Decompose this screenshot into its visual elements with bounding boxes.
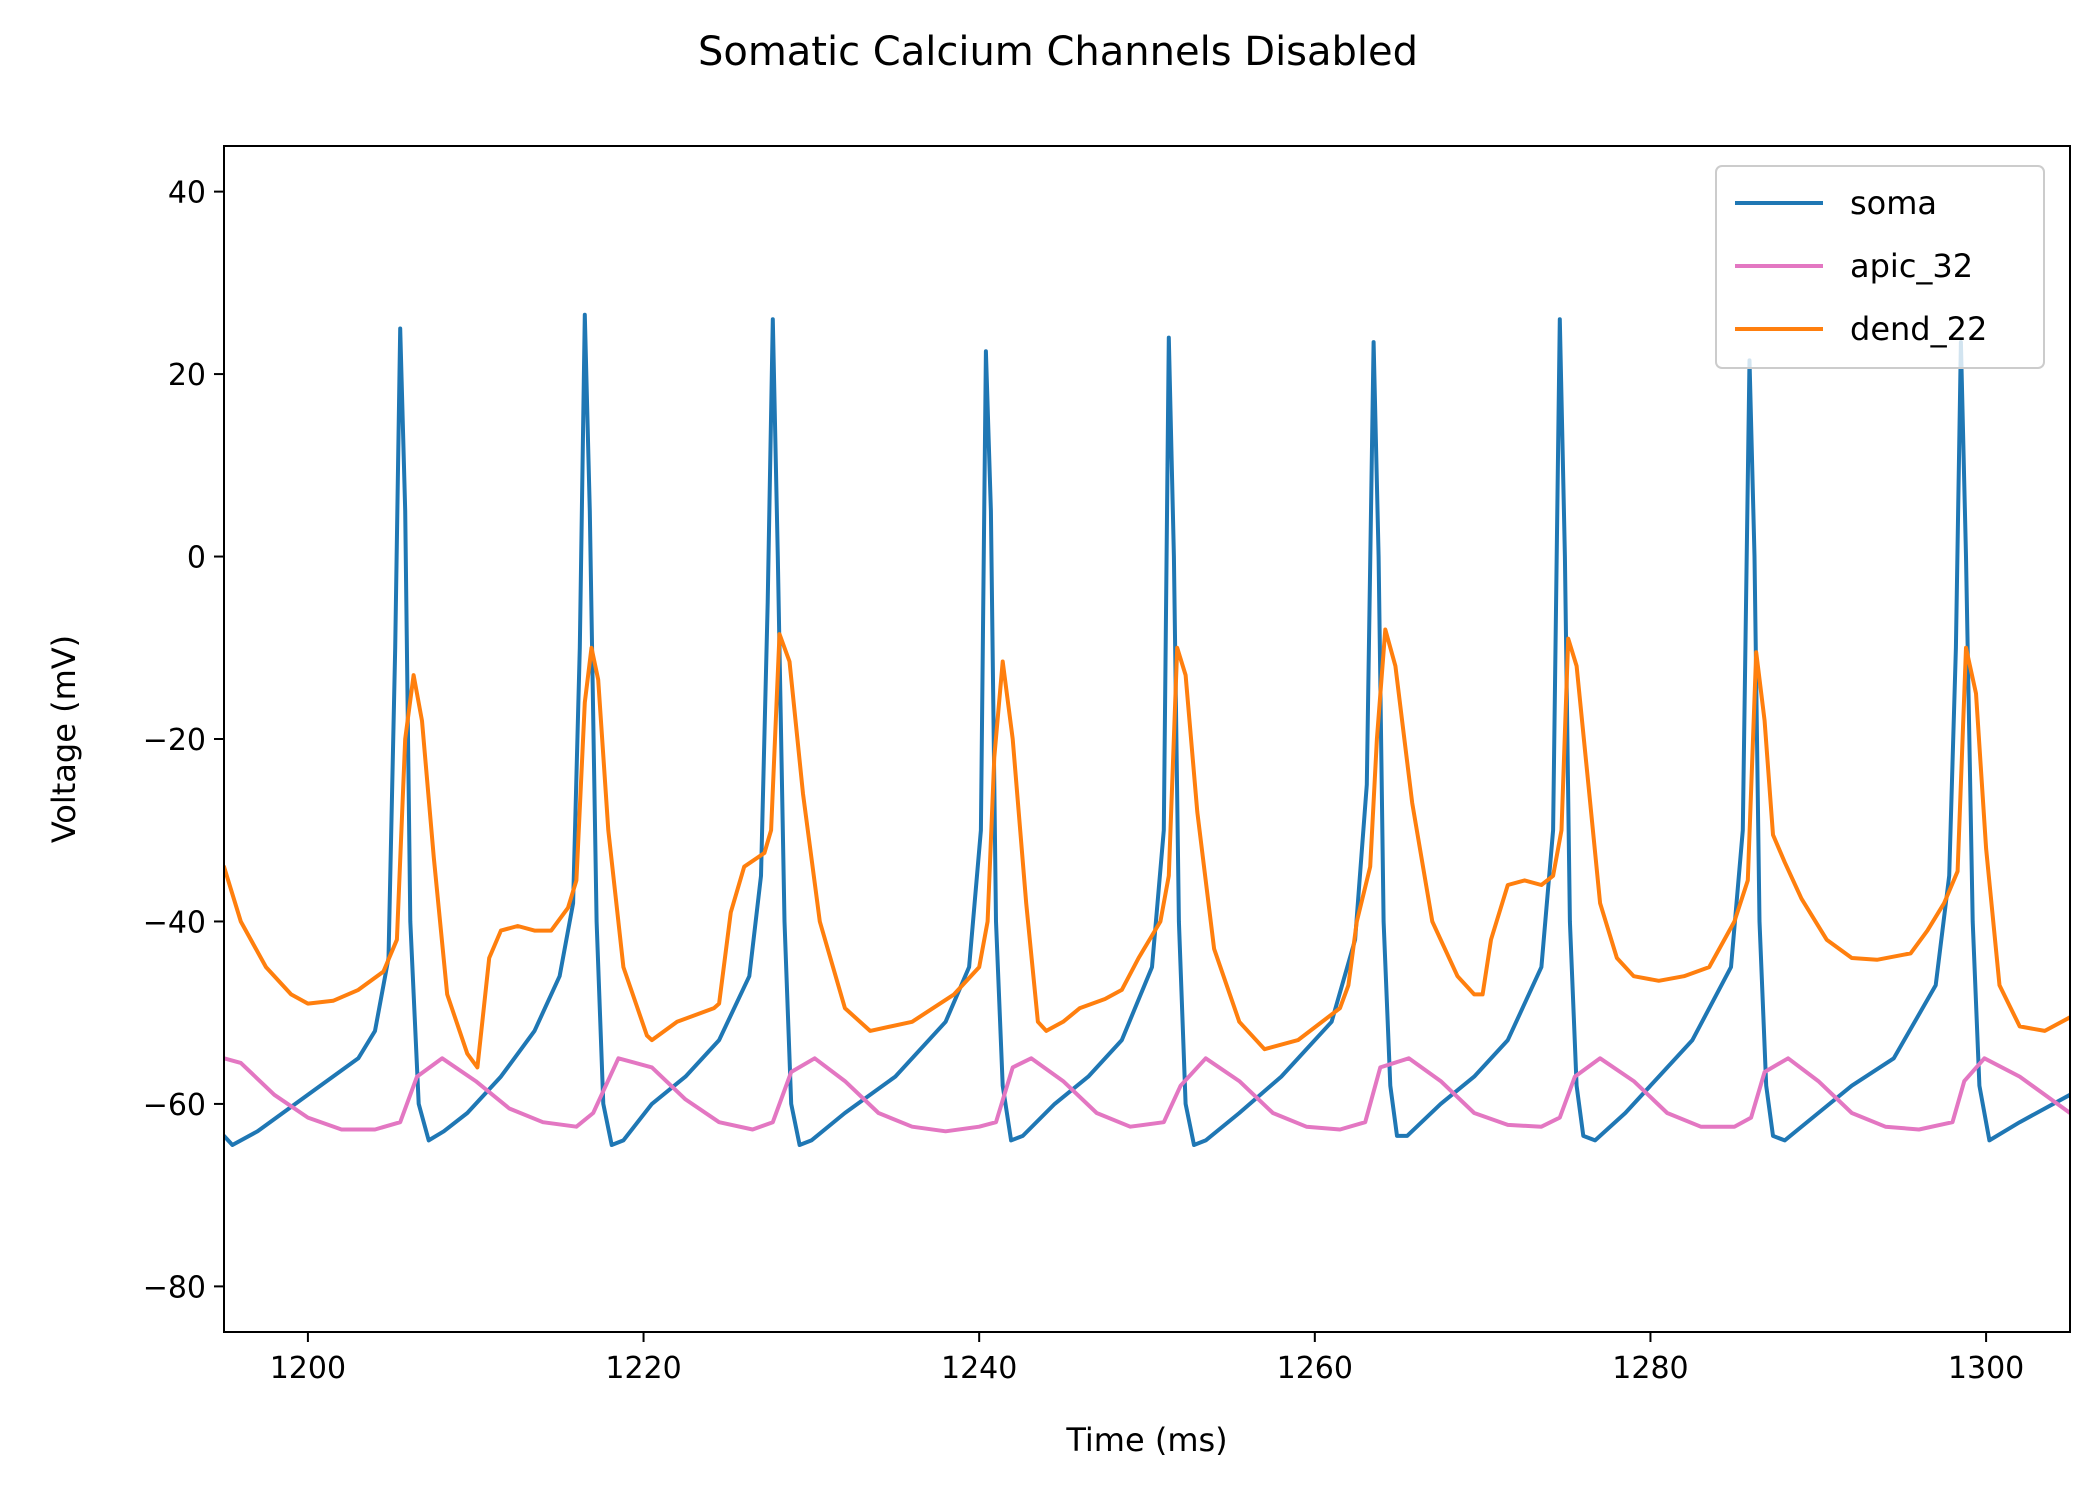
legend-label: dend_22 — [1850, 310, 1987, 348]
y-tick-label: −40 — [143, 905, 206, 940]
x-tick-label: 1260 — [1277, 1351, 1353, 1386]
plot-frame — [223, 145, 2071, 1333]
x-tick-label: 1240 — [941, 1351, 1017, 1386]
y-tick-label: 20 — [168, 358, 206, 393]
x-tick-label: 1280 — [1612, 1351, 1688, 1386]
legend-label: soma — [1850, 184, 1937, 222]
legend: soma apic_32 dend_22 — [1715, 165, 2045, 369]
series-line-dend-22 — [224, 627, 2070, 1070]
series-line-apic-32 — [224, 1056, 2070, 1134]
y-tick-label: −80 — [143, 1270, 206, 1305]
x-axis-label: Time (ms) — [1065, 1421, 1227, 1459]
y-axis-label: Voltage (mV) — [45, 635, 83, 843]
x-tick-label: 1200 — [270, 1351, 346, 1386]
y-tick-label: −60 — [143, 1088, 206, 1123]
y-tick-label: 0 — [187, 541, 206, 576]
y-tick-label: 40 — [168, 176, 206, 211]
series-lines — [224, 312, 2070, 1147]
x-tick-label: 1220 — [605, 1351, 681, 1386]
y-tick-label: −20 — [143, 723, 206, 758]
legend-label: apic_32 — [1850, 247, 1973, 285]
series-line-soma — [224, 312, 2070, 1147]
legend-box — [1715, 165, 2045, 369]
x-tick-label: 1300 — [1948, 1351, 2024, 1386]
x-axis-ticks: 1200 1220 1240 1260 1280 1300 — [270, 1332, 2024, 1386]
y-axis-ticks: −80 −60 −40 −20 0 20 40 — [143, 176, 224, 1305]
chart-title: Somatic Calcium Channels Disabled — [698, 29, 1418, 75]
